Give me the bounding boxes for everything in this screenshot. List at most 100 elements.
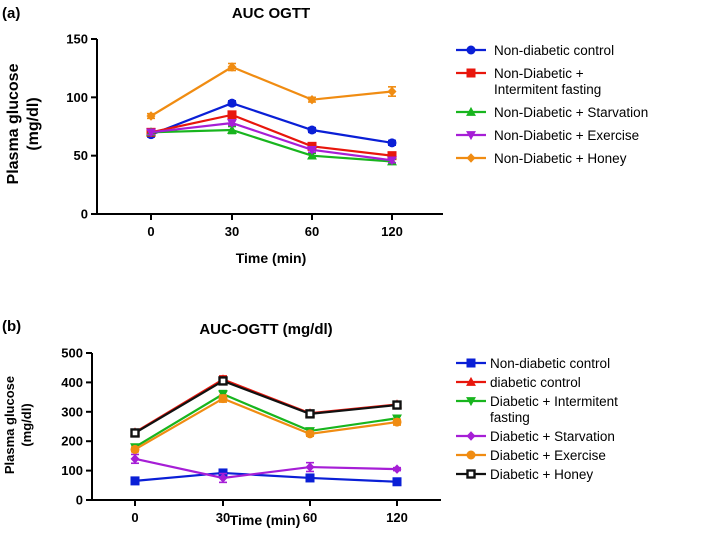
panel-b-series-non-diabetic-control-line [134, 471, 398, 483]
panel-b-title: AUC-OGTT (mg/dl) [199, 321, 332, 338]
panel-b-series-diabetic-starvation-point [305, 462, 315, 472]
panel-a-series-non-diabetic-honey-point [307, 94, 317, 105]
panel-a-series-non-diabetic-honey [146, 62, 397, 121]
panel-a-series-non-diabetic-starvation-line [150, 128, 393, 163]
panel-b-series-diabetic-honey-point [392, 400, 402, 410]
panel-a-series-non-diabetic-intermitent-fasting-point [227, 110, 237, 120]
panel-b-legend-diabetic-honey: Diabetic + Honey [456, 467, 593, 482]
panel-a-series-non-diabetic-exercise-point [307, 146, 317, 156]
panel-a-x-tick-label: 120 [381, 224, 403, 239]
panel-a-series-non-diabetic-intermitent-fasting-line [150, 113, 393, 157]
panel-b-y-tick-label: 100 [61, 463, 83, 478]
panel-b-series-diabetic-exercise [130, 394, 402, 454]
panel-b-xlabel: Time (min) [230, 512, 301, 528]
panel-b-x-tick-label: 0 [131, 510, 138, 525]
panel-b-legend-diabetic-control: diabetic control [456, 375, 581, 390]
panel-b-series-diabetic-starvation-point [130, 454, 140, 464]
panel-b-series-diabetic-starvation-point [392, 464, 402, 474]
panel-a-x-tick-label: 0 [147, 224, 154, 239]
panel-b-series-diabetic-exercise-point [392, 417, 402, 427]
panel-a-legend-non-diabetic-control: Non-diabetic control [456, 43, 614, 58]
panel-b-legend-diabetic-exercise-label: Diabetic + Exercise [490, 448, 606, 463]
panel-b-letter: (b) [2, 318, 21, 335]
panel-a-legend-non-diabetic-honey-label: Non-Diabetic + Honey [494, 151, 627, 166]
panel-b-series-diabetic-intermitent-fasting [130, 389, 402, 453]
panel-a-legend-non-diabetic-honey: Non-Diabetic + Honey [456, 151, 627, 166]
panel-b-series-diabetic-starvation-point [218, 473, 228, 483]
panel-a-series-non-diabetic-exercise [146, 119, 397, 166]
panel-b-series-non-diabetic-control-point [305, 473, 315, 483]
panel-b-series-diabetic-honey-point [218, 376, 228, 386]
panel-b-series-diabetic-exercise-line [134, 397, 398, 451]
panel-a-letter: (a) [2, 5, 20, 22]
panel-b-legend-diabetic-intermitent-fasting: Diabetic + Intermitent fasting [456, 394, 618, 425]
panel-a-series-non-diabetic-honey-point [227, 62, 237, 72]
panel-a-plot: 0 50 100 150 0 30 60 120 [66, 32, 443, 239]
panel-b-y-tick-label: 200 [61, 434, 83, 449]
panel-a-legend: Non-diabetic control Non-Diabetic + Interm… [456, 43, 648, 166]
panel-b-series-diabetic-exercise-point [130, 444, 140, 454]
panel-a-y-tick-label: 0 [81, 207, 88, 222]
panel-b-series-non-diabetic-control-point [392, 477, 402, 487]
panel-b-legend-non-diabetic-control: Non-diabetic control [456, 356, 610, 371]
panel-b-legend-non-diabetic-control-swatch-marker [466, 358, 476, 368]
panel-b-series-diabetic-starvation-line [134, 457, 398, 480]
panel-a-legend-non-diabetic-exercise-swatch-marker [466, 131, 476, 141]
panel-a-series-non-diabetic-control-line [150, 101, 393, 144]
panel-b-series-diabetic-honey-line [134, 379, 398, 434]
panel-b-legend-diabetic-starvation-label: Diabetic + Starvation [490, 429, 615, 444]
panel-a-legend-non-diabetic-starvation: Non-Diabetic + Starvation [456, 105, 648, 120]
panel-b-x-tick-label: 60 [303, 510, 317, 525]
panel-b-series-diabetic-exercise-point [305, 429, 315, 439]
panel-a-legend-non-diabetic-honey-swatch-marker [466, 153, 476, 163]
panel-b-legend-diabetic-honey-label: Diabetic + Honey [490, 467, 593, 482]
panel-b-legend-diabetic-control-swatch-marker [466, 376, 476, 386]
panel-b-y-tick-label: 300 [61, 404, 83, 419]
panel-a-series-non-diabetic-exercise-point [227, 119, 237, 129]
panel-b-legend-diabetic-exercise-swatch-marker [466, 450, 476, 460]
panel-b-plot: 0 100 200 300 400 500 0 30 60 120 [61, 346, 441, 525]
panel-a-series-non-diabetic-control [146, 98, 397, 148]
panel-a-ylabel-line1: Plasma glucose [5, 63, 22, 184]
panel-a-series-non-diabetic-starvation-point [227, 124, 237, 134]
panel-b-series-diabetic-honey-point [305, 409, 315, 419]
panel-a-legend-non-diabetic-exercise: Non-Diabetic + Exercise [456, 128, 639, 143]
panel-a-series-non-diabetic-intermitent-fasting-point [387, 151, 397, 161]
panel-a-series-non-diabetic-exercise-point [146, 128, 156, 138]
panel-b-series-diabetic-intermitent-fasting-line [134, 392, 398, 449]
panel-a-title: AUC OGTT [232, 5, 310, 22]
panel-b-legend: Non-diabetic control diabetic control Diab… [456, 356, 618, 482]
panel-b-legend-diabetic-starvation-swatch-marker [466, 431, 476, 441]
panel-b-ylabel-line2: (mg/dl) [19, 403, 34, 446]
panel-a-legend-non-diabetic-intermitent-fasting-label: Non-Diabetic + Intermitent fasting [494, 66, 601, 97]
panel-a-legend-non-diabetic-starvation-swatch-marker [466, 106, 476, 116]
panel-a-series-non-diabetic-control-point [387, 138, 397, 148]
panel-a-x-tick-label: 30 [225, 224, 239, 239]
panel-b-legend-diabetic-intermitent-fasting-label: Diabetic + Intermitent fasting [490, 394, 618, 425]
panel-b-legend-diabetic-exercise: Diabetic + Exercise [456, 448, 606, 463]
panel-a-series-non-diabetic-honey-point [146, 111, 156, 121]
panel-b-y-tick-label: 400 [61, 375, 83, 390]
panel-b-series-diabetic-honey [130, 376, 402, 438]
panel-a-y-tick-label: 150 [66, 32, 88, 47]
panel-a-legend-non-diabetic-exercise-label: Non-Diabetic + Exercise [494, 128, 639, 143]
panel-a-legend-non-diabetic-control-label: Non-diabetic control [494, 43, 614, 58]
panel-a-y-tick-label: 100 [66, 90, 88, 105]
panel-a-y-tick-label: 50 [74, 148, 88, 163]
panel-b-series-non-diabetic-control-point [130, 476, 140, 486]
panel-a-series-non-diabetic-honey-point [387, 86, 397, 97]
panel-b-legend-diabetic-honey-swatch-marker [466, 469, 476, 479]
panel-b-series-diabetic-starvation [130, 453, 402, 484]
panel-b-series-diabetic-exercise-point [218, 394, 228, 404]
panel-a-legend-non-diabetic-intermitent-fasting-swatch-marker [466, 68, 476, 78]
panel-b-legend-diabetic-starvation: Diabetic + Starvation [456, 429, 615, 444]
panel-b-legend-diabetic-control-label: diabetic control [490, 375, 581, 390]
panel-b-y-tick-label: 500 [61, 346, 83, 361]
panel-a-ylabel-line2: (mg/dl) [25, 97, 42, 150]
panel-b-y-tick-label: 0 [76, 493, 83, 508]
panel-a-series-non-diabetic-exercise-line [150, 121, 393, 162]
panel-b-x-tick-label: 30 [216, 510, 230, 525]
panel-a-legend-non-diabetic-starvation-label: Non-Diabetic + Starvation [494, 105, 648, 120]
panel-b-legend-non-diabetic-control-label: Non-diabetic control [490, 356, 610, 371]
